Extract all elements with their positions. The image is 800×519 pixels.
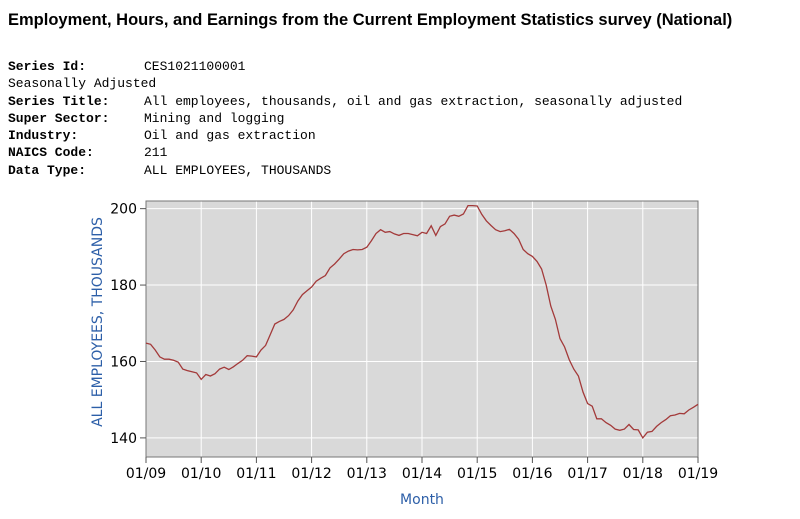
- x-axis-ticks: 01/09 01/10 01/11 01/12 01/13 01/14 01/15 01/16…: [126, 457, 718, 482]
- x-tick-label: 01/19: [678, 466, 718, 482]
- y-tick-label: 200: [110, 202, 137, 218]
- seasonal-adjustment-row: Seasonally Adjusted: [8, 75, 682, 92]
- series-line: [145, 204, 699, 440]
- series-id-value: CES1021100001: [144, 59, 246, 74]
- y-tick-label: 140: [110, 431, 137, 447]
- x-tick-label: 01/11: [236, 466, 276, 482]
- seasonal-adjustment-value: Seasonally Adjusted: [8, 76, 157, 92]
- naics-code-row: NAICS Code: 211: [8, 144, 682, 161]
- x-tick-label: 01/13: [347, 466, 387, 482]
- gridlines: [146, 201, 698, 457]
- series-title-label: Series Title:: [8, 93, 110, 109]
- data-type-label: Data Type:: [8, 162, 87, 178]
- industry-value: Oil and gas extraction: [144, 128, 316, 144]
- x-axis-title: Month: [400, 492, 444, 508]
- super-sector-row: Super Sector: Mining and logging: [8, 110, 682, 127]
- x-tick-label: 01/10: [181, 466, 221, 482]
- x-tick-label: 01/17: [567, 466, 607, 482]
- super-sector-value: Mining and logging: [144, 110, 285, 126]
- series-info: Series Id: CES1021100001 Seasonally Adju…: [8, 58, 682, 179]
- x-tick-label: 01/09: [126, 466, 166, 482]
- y-tick-label: 180: [110, 278, 137, 294]
- naics-code-label: NAICS Code:: [8, 145, 94, 161]
- x-tick-label: 01/18: [623, 466, 663, 482]
- data-type-row: Data Type: ALL EMPLOYEES, THOUSANDS: [8, 162, 682, 179]
- naics-code-value: 211: [144, 145, 168, 161]
- page-title: Employment, Hours, and Earnings from the…: [8, 11, 733, 29]
- y-tick-label: 160: [110, 354, 137, 370]
- series-id-label: Series Id:: [8, 59, 87, 74]
- data-type-value: ALL EMPLOYEES, THOUSANDS: [144, 162, 332, 178]
- x-tick-label: 01/15: [457, 466, 497, 482]
- series-title-row: Series Title: All employees, thousands, …: [8, 93, 682, 110]
- industry-row: Industry: Oil and gas extraction: [8, 127, 682, 144]
- y-axis-ticks: 140 160 180 200: [110, 202, 146, 447]
- series-id-row: Series Id: CES1021100001: [8, 58, 682, 75]
- series-title-value: All employees, thousands, oil and gas ex…: [144, 93, 683, 109]
- x-tick-label: 01/14: [402, 466, 442, 482]
- industry-label: Industry:: [8, 128, 79, 144]
- y-axis-title: ALL EMPLOYEES, THOUSANDS: [90, 217, 106, 427]
- x-tick-label: 01/16: [512, 466, 552, 482]
- x-tick-label: 01/12: [291, 466, 331, 482]
- super-sector-label: Super Sector:: [8, 110, 110, 126]
